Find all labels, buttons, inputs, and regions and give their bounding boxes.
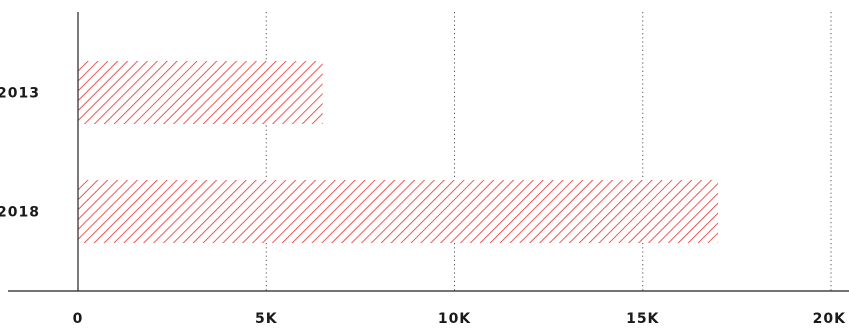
category-label-2018: 2018 bbox=[0, 205, 40, 221]
bar-2013 bbox=[78, 61, 323, 124]
bar-2018 bbox=[78, 180, 719, 243]
tick-label-10K: 10K bbox=[438, 311, 471, 327]
tick-label-15K: 15K bbox=[626, 311, 659, 327]
labels: 2013 2018 0 5K 10K 15K 20K bbox=[0, 86, 846, 328]
tick-label-20K: 20K bbox=[813, 311, 846, 327]
grid-lines bbox=[265, 12, 832, 291]
axes bbox=[8, 12, 849, 292]
tick-label-0: 0 bbox=[73, 311, 84, 327]
tick-label-5K: 5K bbox=[255, 311, 278, 327]
category-label-2013: 2013 bbox=[0, 86, 40, 102]
bars bbox=[78, 61, 719, 243]
